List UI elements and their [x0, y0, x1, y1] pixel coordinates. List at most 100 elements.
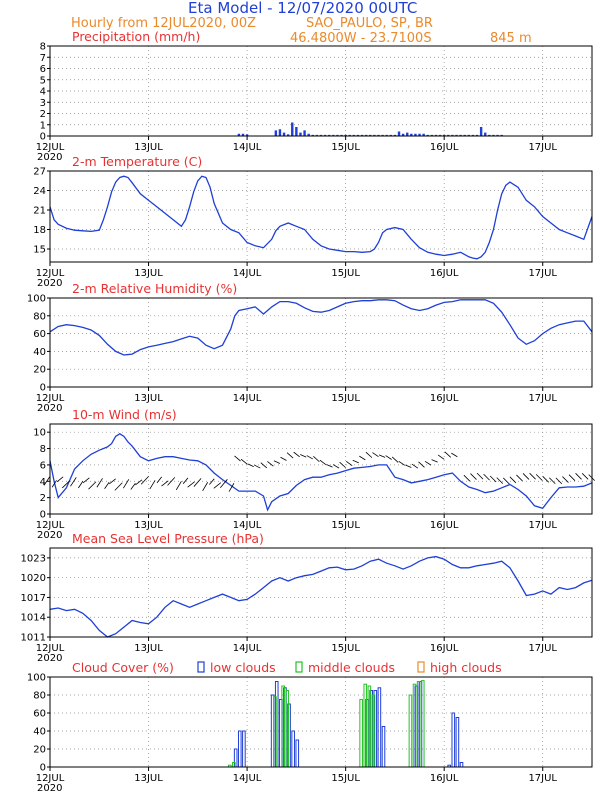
wind-arrow [549, 477, 556, 485]
x-tick-label: 13JUL [134, 268, 163, 279]
y-tick-label: 2 [40, 493, 46, 504]
wind-arrow [280, 456, 287, 461]
wind-arrow [535, 474, 543, 481]
precip-bar [438, 134, 442, 136]
x-tick-label: 15JUL [331, 643, 360, 654]
precip-bar [336, 134, 339, 136]
precip-bar [459, 134, 462, 136]
x-tick-label: 16JUL [430, 268, 459, 279]
x-tick-label: 15JUL [331, 520, 360, 531]
cloud-bar [232, 762, 236, 768]
y-tick-label: 2 [40, 109, 46, 120]
wind-arrow [319, 459, 327, 466]
precip-bar [475, 134, 479, 136]
y-tick-label: 8 [40, 444, 46, 455]
x-tick-label: 14JUL [233, 268, 262, 279]
panel-title: 10-m Wind (m/s) [72, 407, 177, 422]
location-coords: 46.4800W - 23.7100S [290, 31, 432, 46]
panel-title: Cloud Cover (%) [72, 660, 174, 675]
x-tick-label: 15JUL [331, 773, 360, 784]
wind-arrow [161, 480, 169, 487]
x-tick-label: 16JUL [430, 142, 459, 153]
run-info: Hourly from 12JUL2020, 00Z [71, 16, 256, 31]
x-tick-label: 17JUL [528, 520, 557, 531]
cloud-bar [242, 730, 246, 768]
y-tick-label: 1023 [21, 553, 46, 564]
y-tick-label: 1011 [21, 633, 46, 644]
y-tick-label: 60 [33, 329, 46, 340]
y-tick-label: 60 [33, 709, 46, 720]
wind-arrow [444, 451, 452, 458]
x-year-label: 2020 [37, 653, 62, 664]
x-tick-label: 14JUL [233, 142, 262, 153]
cloud-bar [291, 730, 295, 768]
precip-bar [369, 134, 372, 136]
wind-arrow [220, 479, 228, 488]
precip-bar [291, 122, 294, 136]
wind-arrow [529, 472, 536, 480]
precip-bar [377, 134, 380, 136]
wind-arrow [260, 462, 268, 469]
precip-bar [500, 134, 503, 136]
cloud-bar [420, 680, 425, 768]
precip-bar [471, 134, 475, 136]
location-elevation: 845 m [490, 31, 532, 46]
y-tick-label: 24 [33, 186, 46, 197]
x-year-label: 2020 [37, 783, 62, 792]
x-tick-label: 12JUL [36, 773, 65, 784]
x-tick-label: 13JUL [134, 520, 163, 531]
wind-arrow [149, 480, 156, 490]
wind-arrow [234, 455, 241, 462]
y-tick-label: 6 [40, 460, 46, 471]
wind-arrow [332, 464, 340, 469]
x-tick-label: 13JUL [134, 773, 163, 784]
wind-arrow [254, 464, 261, 469]
y-tick-label: 80 [33, 311, 46, 322]
precip-bar [455, 134, 458, 136]
wind-arrow [88, 481, 97, 490]
precip-bar [418, 133, 421, 136]
x-tick-label: 13JUL [134, 643, 163, 654]
precip-bar [422, 133, 425, 136]
y-tick-label: 21 [33, 206, 46, 217]
x-tick-label: 12JUL [36, 268, 65, 279]
precip-bar [385, 134, 388, 136]
precip-bar [348, 134, 351, 136]
y-tick-label: 20 [33, 365, 46, 376]
precip-bar [286, 134, 290, 136]
panel-frame [49, 547, 593, 638]
x-year-label: 2020 [37, 152, 62, 163]
series-line [49, 555, 593, 638]
precip-bar [356, 134, 360, 136]
y-tick-label: 40 [33, 727, 46, 738]
panel-frame [49, 676, 593, 768]
wind-arrow [542, 476, 550, 483]
wind-arrow [405, 464, 412, 468]
y-tick-label: 1017 [21, 593, 46, 604]
wind-arrow [463, 474, 471, 482]
y-tick-label: 8 [40, 42, 46, 53]
precip-bar [278, 129, 282, 136]
wind-arrow [267, 461, 274, 467]
wind-arrow [209, 478, 215, 485]
precip-bar [364, 134, 368, 136]
x-tick-label: 17JUL [528, 643, 557, 654]
legend-label: high clouds [430, 660, 502, 675]
wind-arrow [240, 458, 248, 465]
wind-arrow [286, 452, 294, 459]
precip-bar [463, 134, 466, 136]
wind-arrow [522, 473, 530, 480]
y-tick-label: 1020 [21, 573, 46, 584]
wind-arrow [135, 479, 143, 486]
wind-arrow [562, 476, 569, 483]
cloud-bar [451, 712, 456, 768]
wind-arrow [391, 456, 399, 463]
y-tick-label: 100 [27, 294, 46, 305]
wind-arrow [326, 464, 333, 468]
x-tick-label: 12JUL [36, 520, 65, 531]
x-tick-label: 17JUL [528, 773, 557, 784]
y-tick-label: 4 [40, 477, 46, 488]
x-tick-label: 16JUL [430, 393, 459, 404]
precip-bar [488, 134, 491, 136]
wind-arrow [104, 482, 110, 489]
